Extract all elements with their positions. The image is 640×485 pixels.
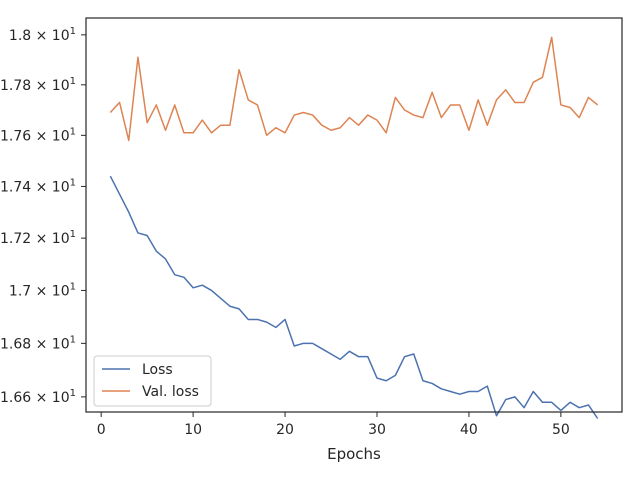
- series-layer: [109, 36, 599, 419]
- x-tick-label: 40: [460, 422, 478, 438]
- legend: Loss Val. loss: [93, 355, 212, 407]
- y-axis-ticks: 1.66 × 101 1.68 × 101 1.7 × 101 1.72 × 101 1…: [0, 26, 86, 406]
- x-tick-label: 10: [184, 422, 202, 438]
- x-axis-label: Epochs: [327, 445, 381, 463]
- x-tick-label: 50: [552, 422, 570, 438]
- x-axis-ticks: 0 10 20 30 40 50: [97, 412, 570, 438]
- y-tick-label: 1.68 × 101: [0, 334, 76, 352]
- y-tick-label: 1.74 × 101: [0, 177, 76, 195]
- x-tick-label: 30: [368, 422, 386, 438]
- y-tick-label: 1.78 × 101: [0, 76, 76, 94]
- series-line-1: [109, 36, 599, 142]
- y-tick-label: 1.7 × 101: [9, 281, 76, 299]
- y-tick-label: 1.66 × 101: [0, 388, 76, 406]
- y-tick-label: 1.72 × 101: [0, 229, 76, 247]
- y-tick-label: 1.8 × 101: [9, 26, 76, 44]
- legend-label-1: Val. loss: [142, 384, 199, 400]
- series-line-0: [109, 175, 599, 419]
- plot-frame: [85, 17, 623, 413]
- legend-label-0: Loss: [142, 362, 173, 378]
- y-tick-label: 1.76 × 101: [0, 126, 76, 144]
- x-tick-label: 20: [276, 422, 294, 438]
- x-tick-label: 0: [97, 422, 106, 438]
